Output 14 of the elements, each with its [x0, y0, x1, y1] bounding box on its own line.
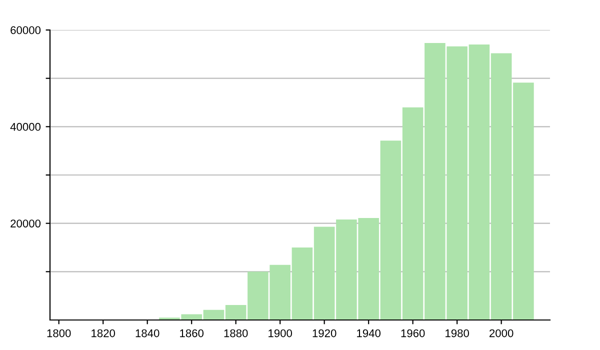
x-tick-label: 1980	[446, 329, 470, 338]
x-tick-label: 1840	[136, 329, 160, 338]
x-tick-label: 1960	[401, 329, 425, 338]
x-tick-label: 1920	[312, 329, 336, 338]
x-tick-label: 1820	[92, 329, 116, 338]
y-tick-label: 40000	[10, 122, 41, 131]
x-tick-label: 1900	[268, 329, 292, 338]
x-tick-label: 1880	[224, 329, 248, 338]
y-tick-label: 60000	[10, 26, 41, 34]
y-tick-label: 20000	[10, 220, 41, 228]
x-tick-label: 1940	[357, 329, 381, 338]
x-tick-label: 1860	[180, 329, 204, 338]
x-tick-label: 1800	[47, 329, 71, 338]
x-tick-label: 2000	[490, 329, 514, 338]
